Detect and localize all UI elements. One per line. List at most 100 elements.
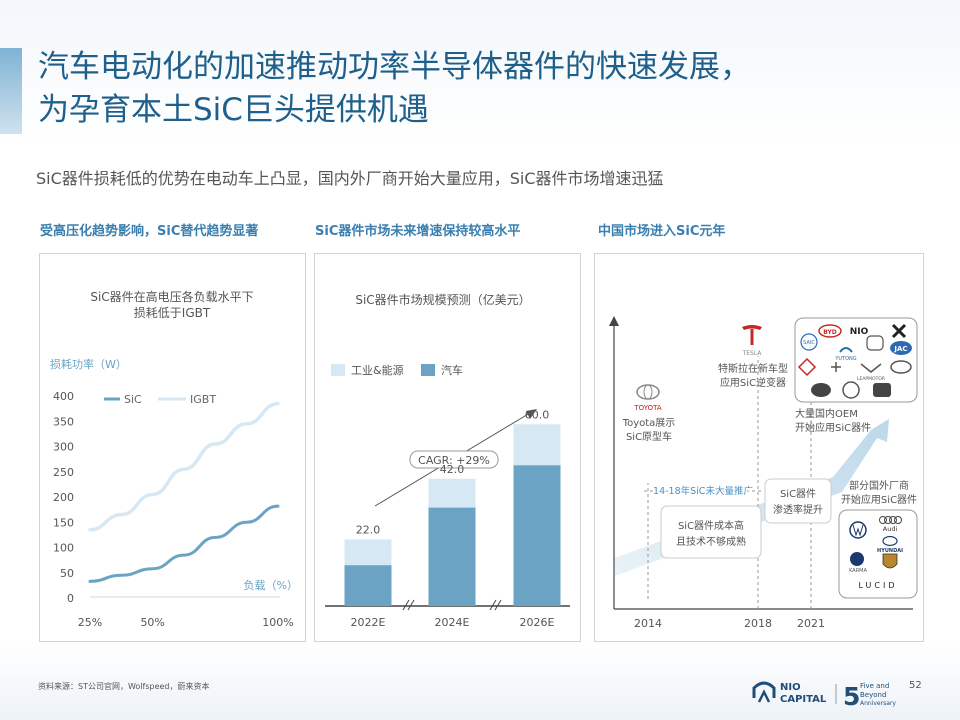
- legend-igbt-label: IGBT: [190, 393, 216, 406]
- bar-auto-2026E: [513, 465, 561, 606]
- domestic-oem-note-line2: 开始应用SiC器件: [795, 421, 871, 434]
- chart1-y-tick-4: 200: [53, 491, 74, 504]
- legend-auto-label: 汽车: [441, 363, 463, 377]
- cagr-badge: [409, 450, 499, 469]
- chart1-y-tick-5: 250: [53, 466, 74, 479]
- anniversary-line1: Five and: [860, 682, 889, 690]
- brand-logo-icon: [831, 362, 841, 372]
- year-2018-label: 2018: [744, 617, 772, 630]
- chart1-y-tick-7: 350: [53, 415, 74, 428]
- anniversary-line3: Anniversary: [860, 700, 896, 707]
- loss-comparison-chart: SiC器件在高电压各负载水平下 损耗低于IGBT 损耗功率（W） SiC IGB…: [50, 289, 298, 629]
- tesla-label-line1: 特斯拉在新车型: [718, 362, 788, 375]
- market-forecast-chart: SiC器件市场规模预测（亿美元） 工业&能源 汽车 CAGR: +29% 22.…: [325, 292, 570, 629]
- cagr-label: CAGR: +29%: [418, 454, 490, 467]
- legend-sic-label: SiC: [124, 393, 142, 406]
- chart1-title-line1: SiC器件在高电压各负载水平下: [90, 289, 253, 304]
- year-2021-label: 2021: [797, 617, 825, 630]
- title-accent-bar: [0, 48, 22, 134]
- lucid-logo-text: LUCID: [858, 581, 897, 590]
- chart2-title: SiC器件市场规模预测（亿美元）: [355, 292, 530, 307]
- period-label: 14-18年SiC未大量推广: [653, 485, 753, 497]
- cost-note-line1: SiC器件成本高: [678, 519, 744, 532]
- penetration-note-line1: SiC器件: [780, 488, 816, 500]
- axis-break-1: [402, 599, 415, 611]
- section-heading-1: 受高压化趋势影响，SiC替代趋势显著: [40, 224, 259, 239]
- chart1-x-tick-1: 50%: [140, 616, 164, 629]
- cagr-arrow-head: [526, 409, 537, 419]
- hyundai-logo-icon: [882, 535, 898, 547]
- bar-industrial-2022E: [344, 539, 392, 566]
- chart1-title-line2: 损耗低于IGBT: [134, 306, 211, 320]
- bar-total-label-2022E: 22.0: [356, 523, 381, 536]
- chart1-x-axis-label: 负载（%）: [244, 578, 298, 592]
- section-heading-3: 中国市场进入SiC元年: [598, 224, 726, 239]
- volkswagen-logo-glyph: [852, 524, 864, 537]
- tesla-logo: TESLA: [742, 325, 763, 357]
- chart1-y-axis-label: 损耗功率（W）: [50, 357, 127, 371]
- yutong-logo-icon: [839, 347, 853, 353]
- title-line-2: 为孕育本土SiC巨头提供机遇: [38, 92, 429, 128]
- china-market-timeline: 2014 2018 2021 TOYOTA Toyota展示 SiC原型车 TE…: [609, 316, 918, 630]
- saic-logo-icon: [800, 333, 818, 351]
- tesla-logo-text: TESLA: [742, 350, 763, 357]
- legend-auto-swatch: [421, 364, 435, 376]
- toyota-logo: TOYOTA: [633, 384, 662, 412]
- foreign-oem-note-line1: 部分国外厂商: [849, 479, 909, 492]
- jac-logo-text: JAC: [893, 345, 907, 353]
- page-subtitle: SiC器件损耗低的优势在电动车上凸显，国内外厂商开始大量应用，SiC器件市场增速…: [36, 169, 664, 188]
- toyota-label-line1: Toyota展示: [622, 417, 676, 429]
- axis-break-2: [489, 599, 502, 611]
- foreign-oem-logos: Audi HYUNDAI KARMA LUCID: [849, 516, 903, 590]
- toyota-logo-text: TOYOTA: [633, 404, 662, 412]
- page-number: 52: [909, 680, 922, 691]
- tesla-label-line2: 应用SiC逆变器: [720, 376, 786, 389]
- source-note: 资料来源：ST公司官网，Wolfspeed，蔚来资本: [38, 682, 210, 691]
- cost-note-line2: 且技术不够成熟: [676, 535, 746, 548]
- leapmotor-logo-text: LEAPMOTOR: [857, 376, 885, 382]
- header-background: [0, 0, 960, 150]
- brand-oval-logo-icon: [890, 360, 912, 374]
- chart1-y-tick-2: 100: [53, 542, 74, 555]
- bar-total-label-2026E: 60.0: [525, 408, 550, 421]
- volkswagen-logo-icon: [849, 521, 867, 539]
- anniversary-five-icon: 5: [843, 682, 860, 710]
- chart1-x-tick-0: 25%: [78, 616, 102, 629]
- yutong-logo-text: YUTONG: [834, 356, 856, 362]
- legend-industrial-swatch: [331, 364, 345, 376]
- series-line-igbt: [88, 401, 280, 532]
- bar-total-label-2024E: 42.0: [440, 463, 465, 476]
- penetration-note-box: [764, 478, 832, 524]
- timeline-y-axis-arrowhead: [609, 316, 619, 326]
- leapmotor-logo-icon: [860, 363, 882, 373]
- brand-name-line1: NIO: [780, 682, 801, 693]
- karma-logo-icon: [850, 552, 864, 566]
- bar-auto-2022E: [344, 565, 392, 606]
- loss-comparison-panel: SiC器件在高电压各负载水平下 损耗低于IGBT 损耗功率（W） SiC IGB…: [39, 253, 306, 642]
- bar-industrial-2024E: [428, 478, 476, 508]
- karma-logo-text: KARMA: [849, 568, 867, 574]
- toyota-label-line2: SiC原型车: [626, 430, 672, 443]
- domestic-oem-logos: BYD NIO SAIC YUTONG JAC LEAPMOTOR: [797, 323, 912, 399]
- penetration-note-line2: 渗透率提升: [773, 503, 823, 516]
- chart1-y-tick-1: 50: [60, 567, 74, 580]
- market-forecast-panel: SiC器件市场规模预测（亿美元） 工业&能源 汽车 CAGR: +29% 22.…: [314, 253, 581, 642]
- byd-logo-icon: [818, 324, 842, 338]
- chart1-y-tick-3: 150: [53, 516, 74, 529]
- legend-industrial-label: 工业&能源: [351, 363, 404, 377]
- porsche-logo-icon: [882, 553, 898, 569]
- byd-logo-text: BYD: [823, 329, 837, 336]
- dongfeng-logo-icon: [797, 357, 817, 377]
- brand-badge-logo-icon: [866, 335, 884, 351]
- series-line-sic: [88, 504, 280, 583]
- nio-capital-logo-icon: [752, 681, 776, 703]
- x-tick-2026E: 2026E: [520, 616, 555, 629]
- chart1-y-tick-8: 400: [53, 390, 74, 403]
- bar-industrial-2026E: [513, 424, 561, 466]
- year-2014-label: 2014: [634, 617, 662, 630]
- jac-logo-icon: [890, 341, 912, 355]
- chart1-x-tick-2: 100%: [262, 616, 293, 629]
- cost-note-box: [660, 505, 762, 559]
- footer-background: [0, 640, 960, 720]
- china-market-timeline-panel: 2014 2018 2021 TOYOTA Toyota展示 SiC原型车 TE…: [594, 253, 924, 642]
